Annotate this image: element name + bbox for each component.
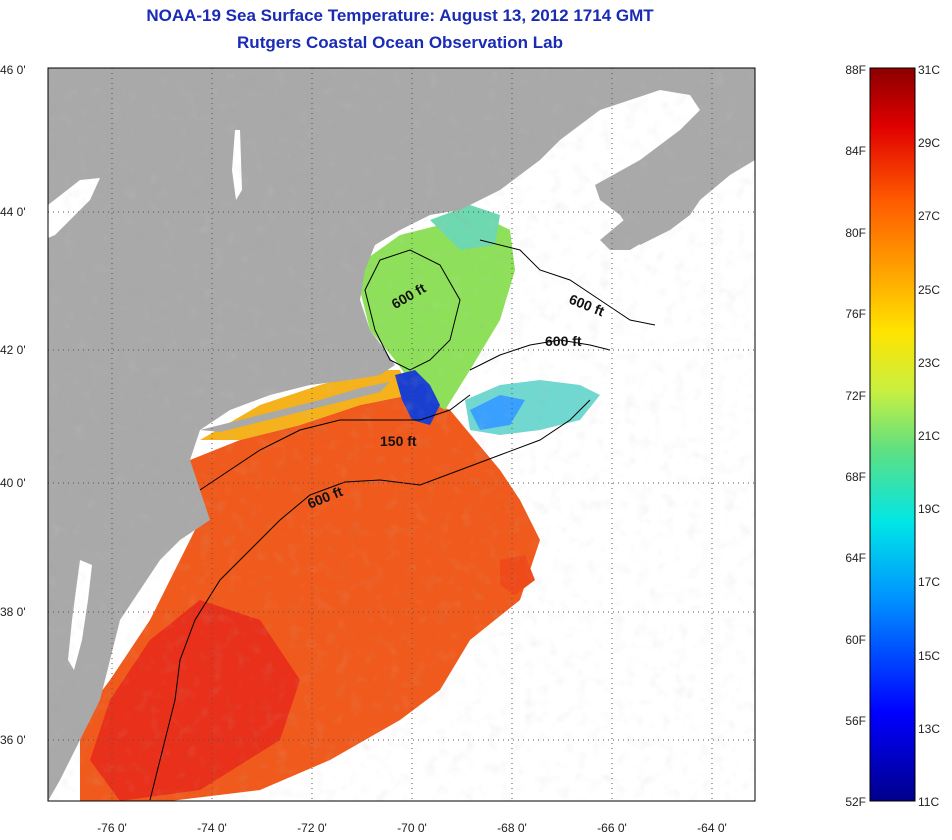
contour-600ft-northeast <box>479 239 656 326</box>
contour-600ft-bank <box>469 339 611 371</box>
latitude-axis: 46 0' 44 0' 42 0' 40 0' 38 0' 36 0' <box>0 63 26 747</box>
map-subtitle: Rutgers Coastal Ocean Observation Lab <box>237 33 563 52</box>
c-label: 21C <box>918 429 940 443</box>
c-label: 15C <box>918 649 940 663</box>
bathymetry-contours <box>149 239 656 801</box>
contour-label-150ft: 150 ft <box>380 433 417 449</box>
contour-600ft-shelf-edge <box>149 399 591 801</box>
f-label: 60F <box>845 633 866 647</box>
lat-label: 36 0' <box>0 733 26 747</box>
map-title: NOAA-19 Sea Surface Temperature: August … <box>146 6 654 25</box>
contour-600ft-gulf <box>364 249 461 371</box>
lat-label: 40 0' <box>0 476 26 490</box>
colorbar-gradient <box>869 67 916 802</box>
contour-150ft <box>199 394 471 491</box>
lat-label: 44 0' <box>0 205 26 219</box>
colorbar-celsius-labels: 31C 29C 27C 25C 23C 21C 19C 17C 15C 13C … <box>918 63 940 809</box>
map-border <box>47 67 756 802</box>
longitude-axis: -76 0' -74 0' -72 0' -70 0' -68 0' -66 0… <box>97 821 727 835</box>
f-label: 64F <box>845 551 866 565</box>
c-label: 25C <box>918 283 940 297</box>
c-label: 13C <box>918 722 940 736</box>
c-label: 19C <box>918 502 940 516</box>
c-label: 29C <box>918 136 940 150</box>
c-label: 11C <box>918 795 939 809</box>
lon-label: -66 0' <box>597 821 627 835</box>
lon-label: -70 0' <box>397 821 427 835</box>
f-label: 56F <box>845 714 866 728</box>
lon-label: -72 0' <box>297 821 327 835</box>
c-label: 17C <box>918 575 940 589</box>
colorbar-fahrenheit-labels: 88F 84F 80F 76F 72F 68F 64F 60F 56F 52F <box>845 63 866 809</box>
contour-label-bank: 600 ft <box>545 333 582 349</box>
c-label: 31C <box>918 63 940 77</box>
f-label: 80F <box>845 226 866 240</box>
f-label: 76F <box>845 307 866 321</box>
lon-label: -74 0' <box>197 821 227 835</box>
lat-label: 46 0' <box>0 63 26 77</box>
c-label: 23C <box>918 356 940 370</box>
temperature-colorbar: 88F 84F 80F 76F 72F 68F 64F 60F 56F 52F … <box>845 63 940 809</box>
f-label: 68F <box>845 470 866 484</box>
graticule <box>48 68 755 801</box>
c-label: 27C <box>918 209 940 223</box>
lon-label: -76 0' <box>97 821 127 835</box>
lat-label: 38 0' <box>0 605 26 619</box>
f-label: 52F <box>845 795 866 809</box>
f-label: 72F <box>845 389 866 403</box>
lon-label: -68 0' <box>497 821 527 835</box>
f-label: 88F <box>845 63 866 77</box>
lon-label: -64 0' <box>697 821 727 835</box>
sst-texture <box>48 68 755 801</box>
lat-label: 42 0' <box>0 343 26 357</box>
f-label: 84F <box>845 144 866 158</box>
